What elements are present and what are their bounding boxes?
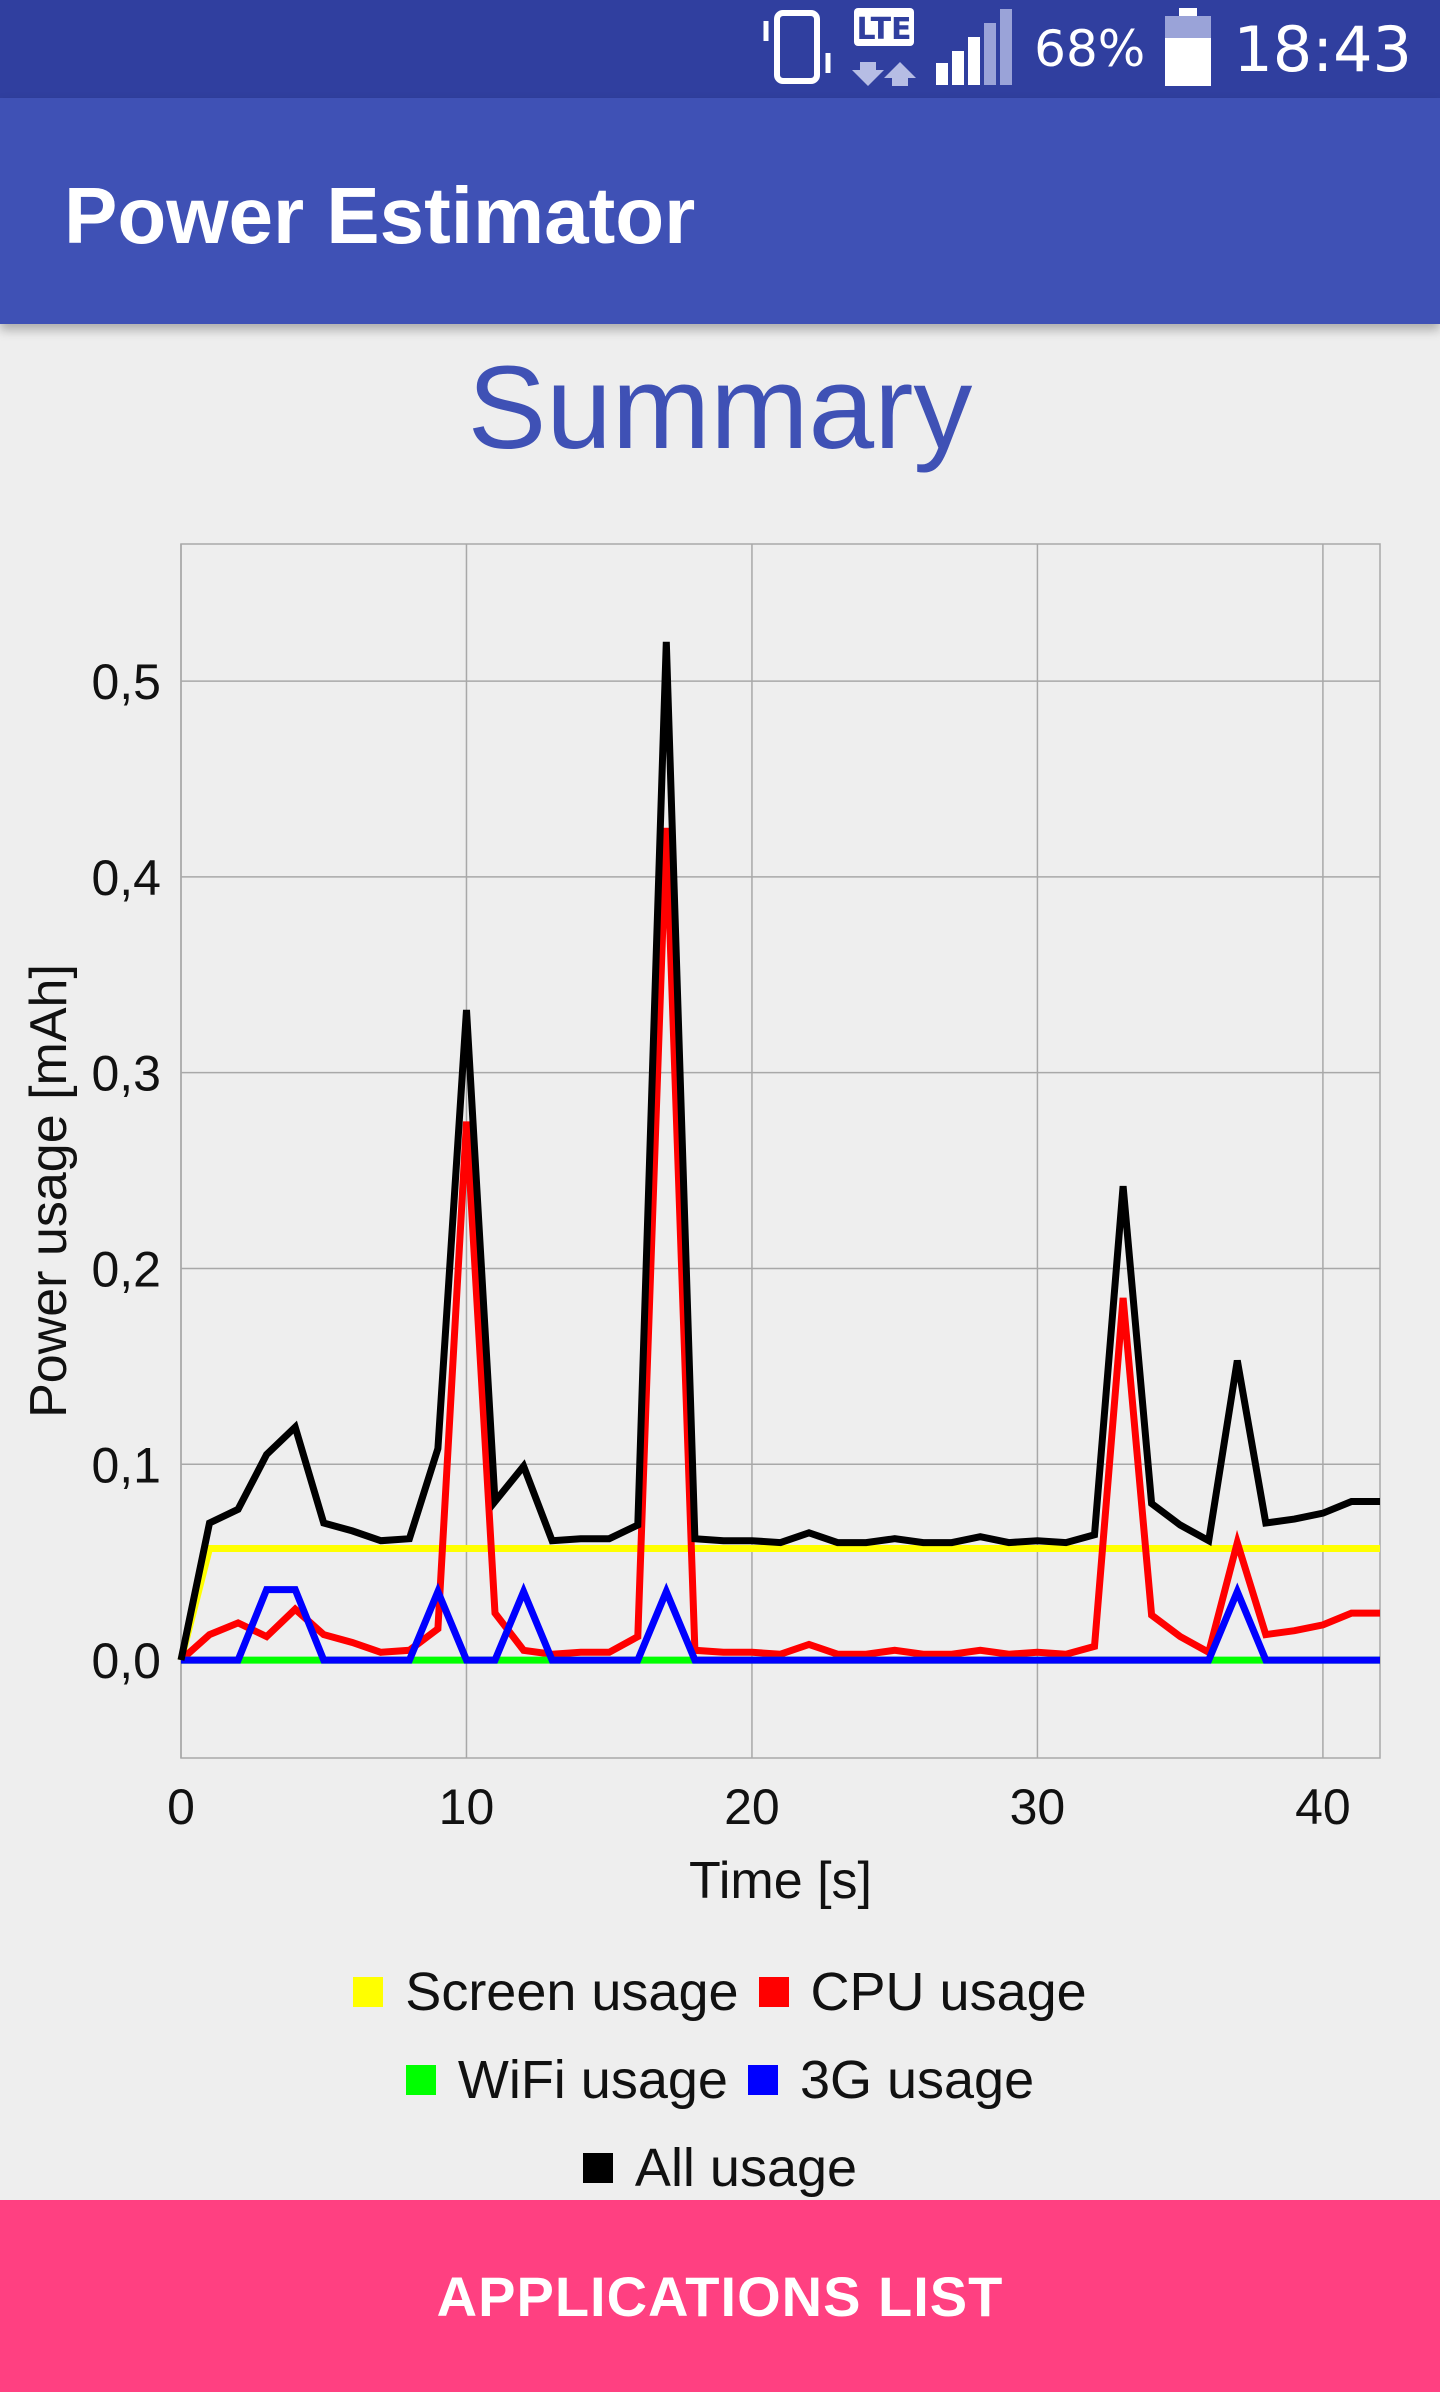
legend-label-all: All usage <box>634 2138 858 2198</box>
power-usage-chart: 0 10 20 30 40 0,0 0,1 0,2 0,3 0,4 0,5 Time [s] Pow… <box>20 543 1381 1910</box>
applications-list-button[interactable]: APPLICATIONS LIST <box>0 2200 1440 2392</box>
legend-item-all: All usage <box>582 2137 858 2199</box>
series-line-all-usage <box>177 641 1380 1661</box>
y-tick-label: 0,5 <box>91 654 161 710</box>
x-tick-label: 20 <box>724 1779 780 1835</box>
chart-ticks: 0 10 20 30 40 0,0 0,1 0,2 0,3 0,4 0,5 <box>91 654 1350 1835</box>
y-tick-label: 0,3 <box>91 1046 161 1102</box>
legend-swatch-cpu <box>758 1977 789 2007</box>
legend-swatch-screen <box>353 1977 384 2007</box>
legend-label-cpu: CPU usage <box>810 1962 1087 2022</box>
x-tick-label: 0 <box>167 1779 195 1835</box>
legend-swatch-wifi <box>405 2065 436 2095</box>
legend-item-3g: 3G usage <box>747 2049 1035 2111</box>
y-tick-label: 0,1 <box>91 1437 161 1493</box>
y-tick-label: 0,4 <box>91 850 161 906</box>
legend-row: WiFi usage 3G usage <box>0 2036 1440 2124</box>
legend-label-wifi: WiFi usage <box>457 2050 728 2110</box>
plot-area <box>180 543 1381 1759</box>
legend-item-wifi: WiFi usage <box>405 2049 728 2111</box>
status-bar: LTE 68% 18:43 <box>0 0 1440 98</box>
legend-label-screen: Screen usage <box>405 1962 739 2022</box>
chart-series <box>177 641 1380 1664</box>
legend-swatch-3g <box>747 2065 778 2095</box>
x-tick-label: 40 <box>1295 1779 1351 1835</box>
battery-icon <box>1163 6 1213 93</box>
status-icons: LTE 68% 18:43 <box>742 0 1440 98</box>
y-tick-label: 0,2 <box>91 1241 161 1297</box>
x-axis-label: Time [s] <box>689 1852 872 1910</box>
legend-row: Screen usage CPU usage <box>0 1948 1440 2036</box>
chart-grid <box>180 543 1381 1759</box>
series-line-screen-usage <box>177 1545 1380 1661</box>
x-tick-label: 10 <box>439 1779 495 1835</box>
legend-item-screen: Screen usage <box>353 1961 739 2023</box>
lte-data-icon: LTE <box>852 6 917 93</box>
signal-icon <box>934 7 1016 92</box>
chart-legend: Screen usage CPU usage WiFi usage 3G usa… <box>0 1948 1440 2212</box>
legend-item-cpu: CPU usage <box>758 1961 1087 2023</box>
y-axis-label: Power usage [mAh] <box>20 964 78 1418</box>
legend-row: All usage <box>0 2124 1440 2212</box>
series-line-3g-usage <box>181 1582 1380 1664</box>
legend-label-3g: 3G usage <box>799 2050 1035 2110</box>
clock: 18:43 <box>1233 12 1412 86</box>
app-title: Power Estimator <box>64 171 696 260</box>
app-bar: Power Estimator <box>0 98 1440 324</box>
y-tick-label: 0,0 <box>91 1633 161 1689</box>
battery-percent: 68% <box>1034 20 1146 78</box>
vibrate-icon <box>760 7 834 92</box>
lte-label: LTE <box>857 12 912 47</box>
x-tick-label: 30 <box>1010 1779 1066 1835</box>
legend-swatch-all <box>582 2153 613 2183</box>
series-line-cpu-usage <box>178 827 1380 1663</box>
summary-title: Summary <box>467 342 973 474</box>
